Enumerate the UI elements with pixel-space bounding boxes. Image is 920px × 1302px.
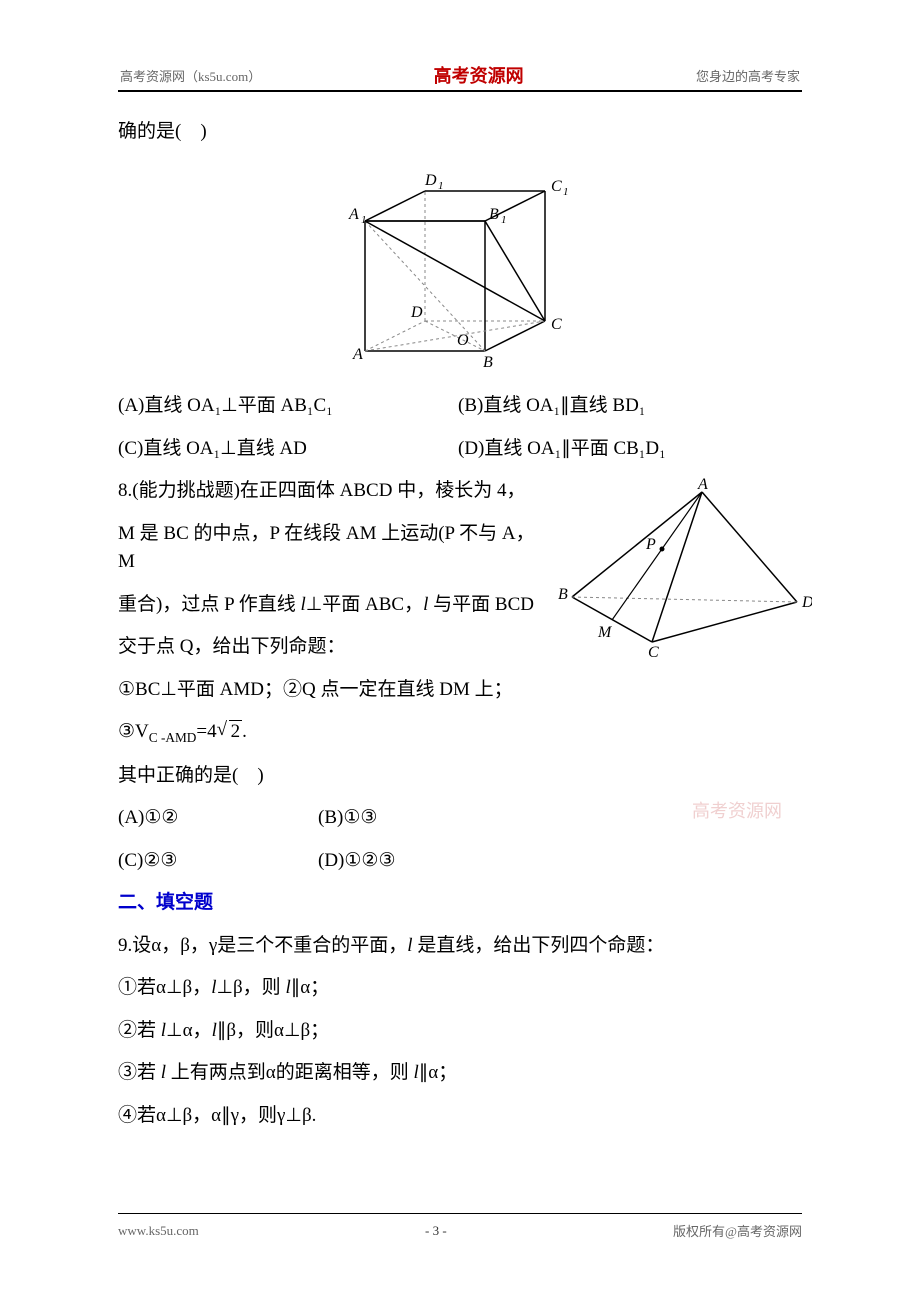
q9-p1: ①若α⊥β，l⊥β，则 l∥α； bbox=[118, 974, 802, 1003]
q8-opts-row2: (C)②③ (D)①②③ bbox=[118, 847, 802, 876]
main-content: 确的是( ) A B C D A1 B1 C1 bbox=[118, 118, 802, 1144]
q9-p2: ②若 l⊥α，l∥β，则α⊥β； bbox=[118, 1017, 802, 1046]
svg-text:P: P bbox=[645, 536, 656, 553]
footer-rule bbox=[118, 1213, 802, 1215]
q9-stem: 9.设α，β，γ是三个不重合的平面，l 是直线，给出下列四个命题： bbox=[118, 932, 802, 961]
svg-text:C: C bbox=[551, 178, 562, 195]
q8-opts-row1: (A)①② (B)①③ bbox=[118, 804, 802, 833]
cube-diagram: A B C D A1 B1 C1 D1 O bbox=[335, 161, 585, 371]
q8-stem1: 8.(能力挑战题)在正四面体 ABCD 中，棱长为 4， bbox=[118, 477, 548, 506]
q7-stem-continued: 确的是( ) bbox=[118, 118, 802, 147]
svg-text:D: D bbox=[424, 172, 437, 189]
page-footer: www.ks5u.com - 3 - 版权所有@高考资源网 bbox=[118, 1221, 802, 1240]
svg-text:C: C bbox=[551, 316, 562, 333]
q8-optD: (D)①②③ bbox=[318, 847, 518, 876]
q8-figure: A B C D M P bbox=[552, 477, 812, 667]
q7-options-row2: (C)直线 OA₁⊥直线 AD (D)直线 OA₁∥平面 CB₁D₁ bbox=[118, 435, 802, 464]
svg-text:1: 1 bbox=[438, 180, 444, 192]
footer-right: 版权所有@高考资源网 bbox=[673, 1221, 802, 1240]
header-rule bbox=[118, 90, 802, 92]
q7-options-row1: (A)直线 OA₁⊥平面 AB₁C₁ (B)直线 OA₁∥直线 BD₁ bbox=[118, 392, 802, 421]
svg-text:O: O bbox=[457, 332, 469, 349]
svg-text:A: A bbox=[352, 346, 363, 363]
q8-optC: (C)②③ bbox=[118, 847, 318, 876]
svg-text:A: A bbox=[697, 477, 708, 493]
header-right: 您身边的高考专家 bbox=[696, 66, 800, 85]
header-center: 高考资源网 bbox=[434, 62, 524, 88]
page-header: 高考资源网（ks5u.com） 高考资源网 您身边的高考专家 bbox=[0, 62, 920, 88]
q7-optA: (A)直线 OA₁⊥平面 AB₁C₁ bbox=[118, 392, 458, 421]
svg-text:D: D bbox=[410, 304, 423, 321]
svg-text:1: 1 bbox=[563, 186, 569, 198]
q7-optD: (D)直线 OA₁∥平面 CB₁D₁ bbox=[458, 435, 802, 464]
q8-block: 8.(能力挑战题)在正四面体 ABCD 中，棱长为 4， M 是 BC 的中点，… bbox=[118, 477, 802, 662]
q8-optA: (A)①② bbox=[118, 804, 318, 833]
q8-ask: 其中正确的是( ) bbox=[118, 762, 802, 791]
q9-p3: ③若 l 上有两点到α的距离相等，则 l∥α； bbox=[118, 1059, 802, 1088]
footer-center: - 3 - bbox=[425, 1223, 447, 1239]
svg-text:A: A bbox=[348, 206, 359, 223]
svg-text:D: D bbox=[801, 594, 812, 611]
q9-p4: ④若α⊥β，α∥γ，则γ⊥β. bbox=[118, 1102, 802, 1131]
q8-p1: ①BC⊥平面 AMD；②Q 点一定在直线 DM 上； bbox=[118, 676, 802, 705]
footer-left: www.ks5u.com bbox=[118, 1223, 199, 1239]
q7-optC: (C)直线 OA₁⊥直线 AD bbox=[118, 435, 458, 464]
svg-text:M: M bbox=[597, 624, 613, 641]
q8-p2: ③VC -AMD=42. bbox=[118, 718, 802, 748]
tetrahedron-diagram: A B C D M P bbox=[552, 477, 812, 657]
svg-text:1: 1 bbox=[501, 214, 507, 226]
section2-title: 二、填空题 bbox=[118, 889, 802, 918]
svg-text:1: 1 bbox=[361, 214, 367, 226]
q8-optB: (B)①③ bbox=[318, 804, 518, 833]
svg-text:B: B bbox=[489, 206, 499, 223]
q8-stem4: 交于点 Q，给出下列命题： bbox=[118, 633, 548, 662]
q7-figure: A B C D A1 B1 C1 D1 O bbox=[118, 161, 802, 381]
q8-stem2: M 是 BC 的中点，P 在线段 AM 上运动(P 不与 A，M bbox=[118, 520, 548, 577]
q7-optB: (B)直线 OA₁∥直线 BD₁ bbox=[458, 392, 802, 421]
q8-stem3: 重合)，过点 P 作直线 l⊥平面 ABC，l 与平面 BCD bbox=[118, 591, 548, 620]
svg-text:C: C bbox=[648, 644, 659, 657]
svg-text:B: B bbox=[483, 354, 493, 371]
svg-text:B: B bbox=[558, 586, 568, 603]
header-left: 高考资源网（ks5u.com） bbox=[120, 66, 261, 85]
